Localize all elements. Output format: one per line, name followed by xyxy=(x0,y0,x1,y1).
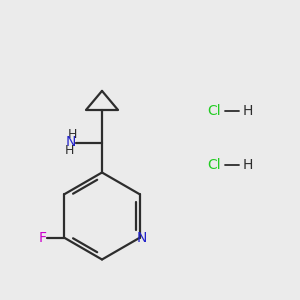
Text: N: N xyxy=(136,231,147,245)
Text: H: H xyxy=(68,128,78,141)
Text: Cl: Cl xyxy=(207,158,220,172)
Text: H: H xyxy=(242,158,253,172)
Text: H: H xyxy=(242,104,253,118)
Text: H: H xyxy=(64,144,74,158)
Text: Cl: Cl xyxy=(207,104,220,118)
Text: F: F xyxy=(39,231,47,245)
Text: N: N xyxy=(65,136,76,149)
